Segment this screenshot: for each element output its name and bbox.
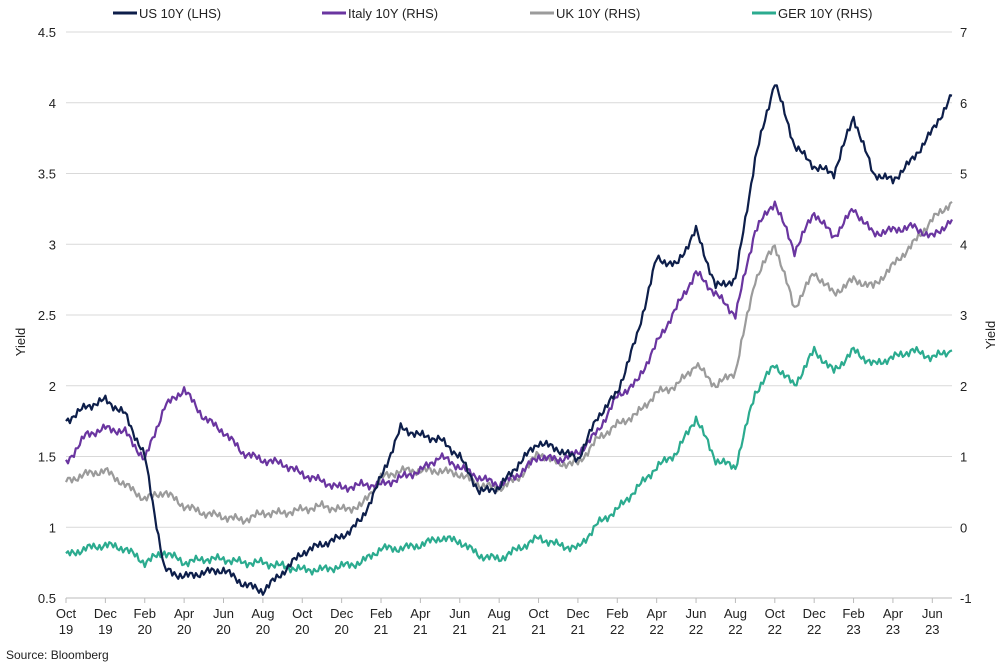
x-tick-month: Aug <box>251 606 274 621</box>
x-tick-year: 21 <box>531 622 545 637</box>
x-tick-year: 20 <box>256 622 270 637</box>
x-tick-month: Feb <box>370 606 392 621</box>
x-tick-year: 21 <box>492 622 506 637</box>
right-y-tick-label: -1 <box>960 591 972 606</box>
x-tick-month: Jun <box>922 606 943 621</box>
x-tick-month: Oct <box>765 606 786 621</box>
right-y-axis-label: Yield <box>983 321 998 349</box>
x-tick-month: Jun <box>449 606 470 621</box>
x-tick-year: 21 <box>413 622 427 637</box>
x-tick-month: Dec <box>803 606 827 621</box>
right-y-tick-label: 7 <box>960 25 967 40</box>
x-tick-month: Apr <box>410 606 431 621</box>
x-axis: Oct19Dec19Feb20Apr20Jun20Aug20Oct20Dec20… <box>56 598 943 637</box>
x-tick-month: Dec <box>330 606 354 621</box>
left-y-tick-label: 3 <box>49 237 56 252</box>
right-y-tick-label: 2 <box>960 379 967 394</box>
left-y-axis: 0.5 1 1.5 2 2.5 3 3.5 4 4.5 <box>38 25 56 606</box>
legend-label: UK 10Y (RHS) <box>556 6 640 21</box>
x-tick-month: Aug <box>724 606 747 621</box>
left-y-tick-label: 4.5 <box>38 25 56 40</box>
x-tick-year: 23 <box>925 622 939 637</box>
left-y-tick-label: 1.5 <box>38 450 56 465</box>
left-y-tick-label: 2.5 <box>38 308 56 323</box>
series-line-0 <box>65 84 953 596</box>
x-tick-month: Apr <box>883 606 904 621</box>
series-line-3 <box>65 345 953 576</box>
x-tick-month: Feb <box>606 606 628 621</box>
x-tick-month: Feb <box>134 606 156 621</box>
legend-label: Italy 10Y (RHS) <box>348 6 438 21</box>
x-tick-month: Oct <box>528 606 549 621</box>
left-y-tick-label: 4 <box>49 96 56 111</box>
x-tick-year: 21 <box>453 622 467 637</box>
right-y-tick-label: 6 <box>960 96 967 111</box>
left-y-tick-label: 1 <box>49 520 56 535</box>
x-tick-year: 20 <box>177 622 191 637</box>
x-tick-year: 21 <box>571 622 585 637</box>
x-tick-year: 22 <box>610 622 624 637</box>
source-note: Source: Bloomberg <box>6 648 109 662</box>
x-tick-year: 20 <box>138 622 152 637</box>
x-tick-month: Oct <box>292 606 313 621</box>
x-tick-month: Apr <box>174 606 195 621</box>
x-tick-month: Aug <box>488 606 511 621</box>
legend-label: US 10Y (LHS) <box>139 6 221 21</box>
x-tick-year: 19 <box>98 622 112 637</box>
left-y-tick-label: 3.5 <box>38 167 56 182</box>
series-lines <box>65 84 953 596</box>
x-tick-year: 22 <box>807 622 821 637</box>
right-y-tick-label: 3 <box>960 308 967 323</box>
x-tick-year: 21 <box>374 622 388 637</box>
right-y-tick-label: 0 <box>960 520 967 535</box>
left-y-tick-label: 2 <box>49 379 56 394</box>
right-y-tick-label: 1 <box>960 450 967 465</box>
x-tick-year: 22 <box>728 622 742 637</box>
gridlines <box>66 31 952 528</box>
x-tick-year: 19 <box>59 622 73 637</box>
x-tick-month: Feb <box>842 606 864 621</box>
series-line-2 <box>65 200 953 525</box>
x-tick-year: 22 <box>689 622 703 637</box>
x-tick-month: Dec <box>94 606 118 621</box>
x-tick-month: Jun <box>213 606 234 621</box>
x-tick-year: 20 <box>295 622 309 637</box>
legend-label: GER 10Y (RHS) <box>778 6 872 21</box>
x-tick-year: 20 <box>216 622 230 637</box>
x-tick-year: 22 <box>649 622 663 637</box>
x-tick-year: 23 <box>886 622 900 637</box>
legend: US 10Y (LHS) Italy 10Y (RHS) UK 10Y (RHS) G… <box>113 6 872 21</box>
series-line-1 <box>65 200 953 493</box>
x-tick-year: 23 <box>846 622 860 637</box>
x-tick-month: Jun <box>686 606 707 621</box>
x-tick-year: 20 <box>334 622 348 637</box>
x-tick-year: 22 <box>768 622 782 637</box>
x-tick-month: Dec <box>566 606 590 621</box>
x-tick-month: Oct <box>56 606 77 621</box>
right-y-tick-label: 5 <box>960 167 967 182</box>
x-tick-month: Apr <box>647 606 668 621</box>
left-y-axis-label: Yield <box>13 328 28 356</box>
right-y-axis: -1 0 1 2 3 4 5 6 7 <box>960 25 972 606</box>
right-y-tick-label: 4 <box>960 237 967 252</box>
left-y-tick-label: 0.5 <box>38 591 56 606</box>
